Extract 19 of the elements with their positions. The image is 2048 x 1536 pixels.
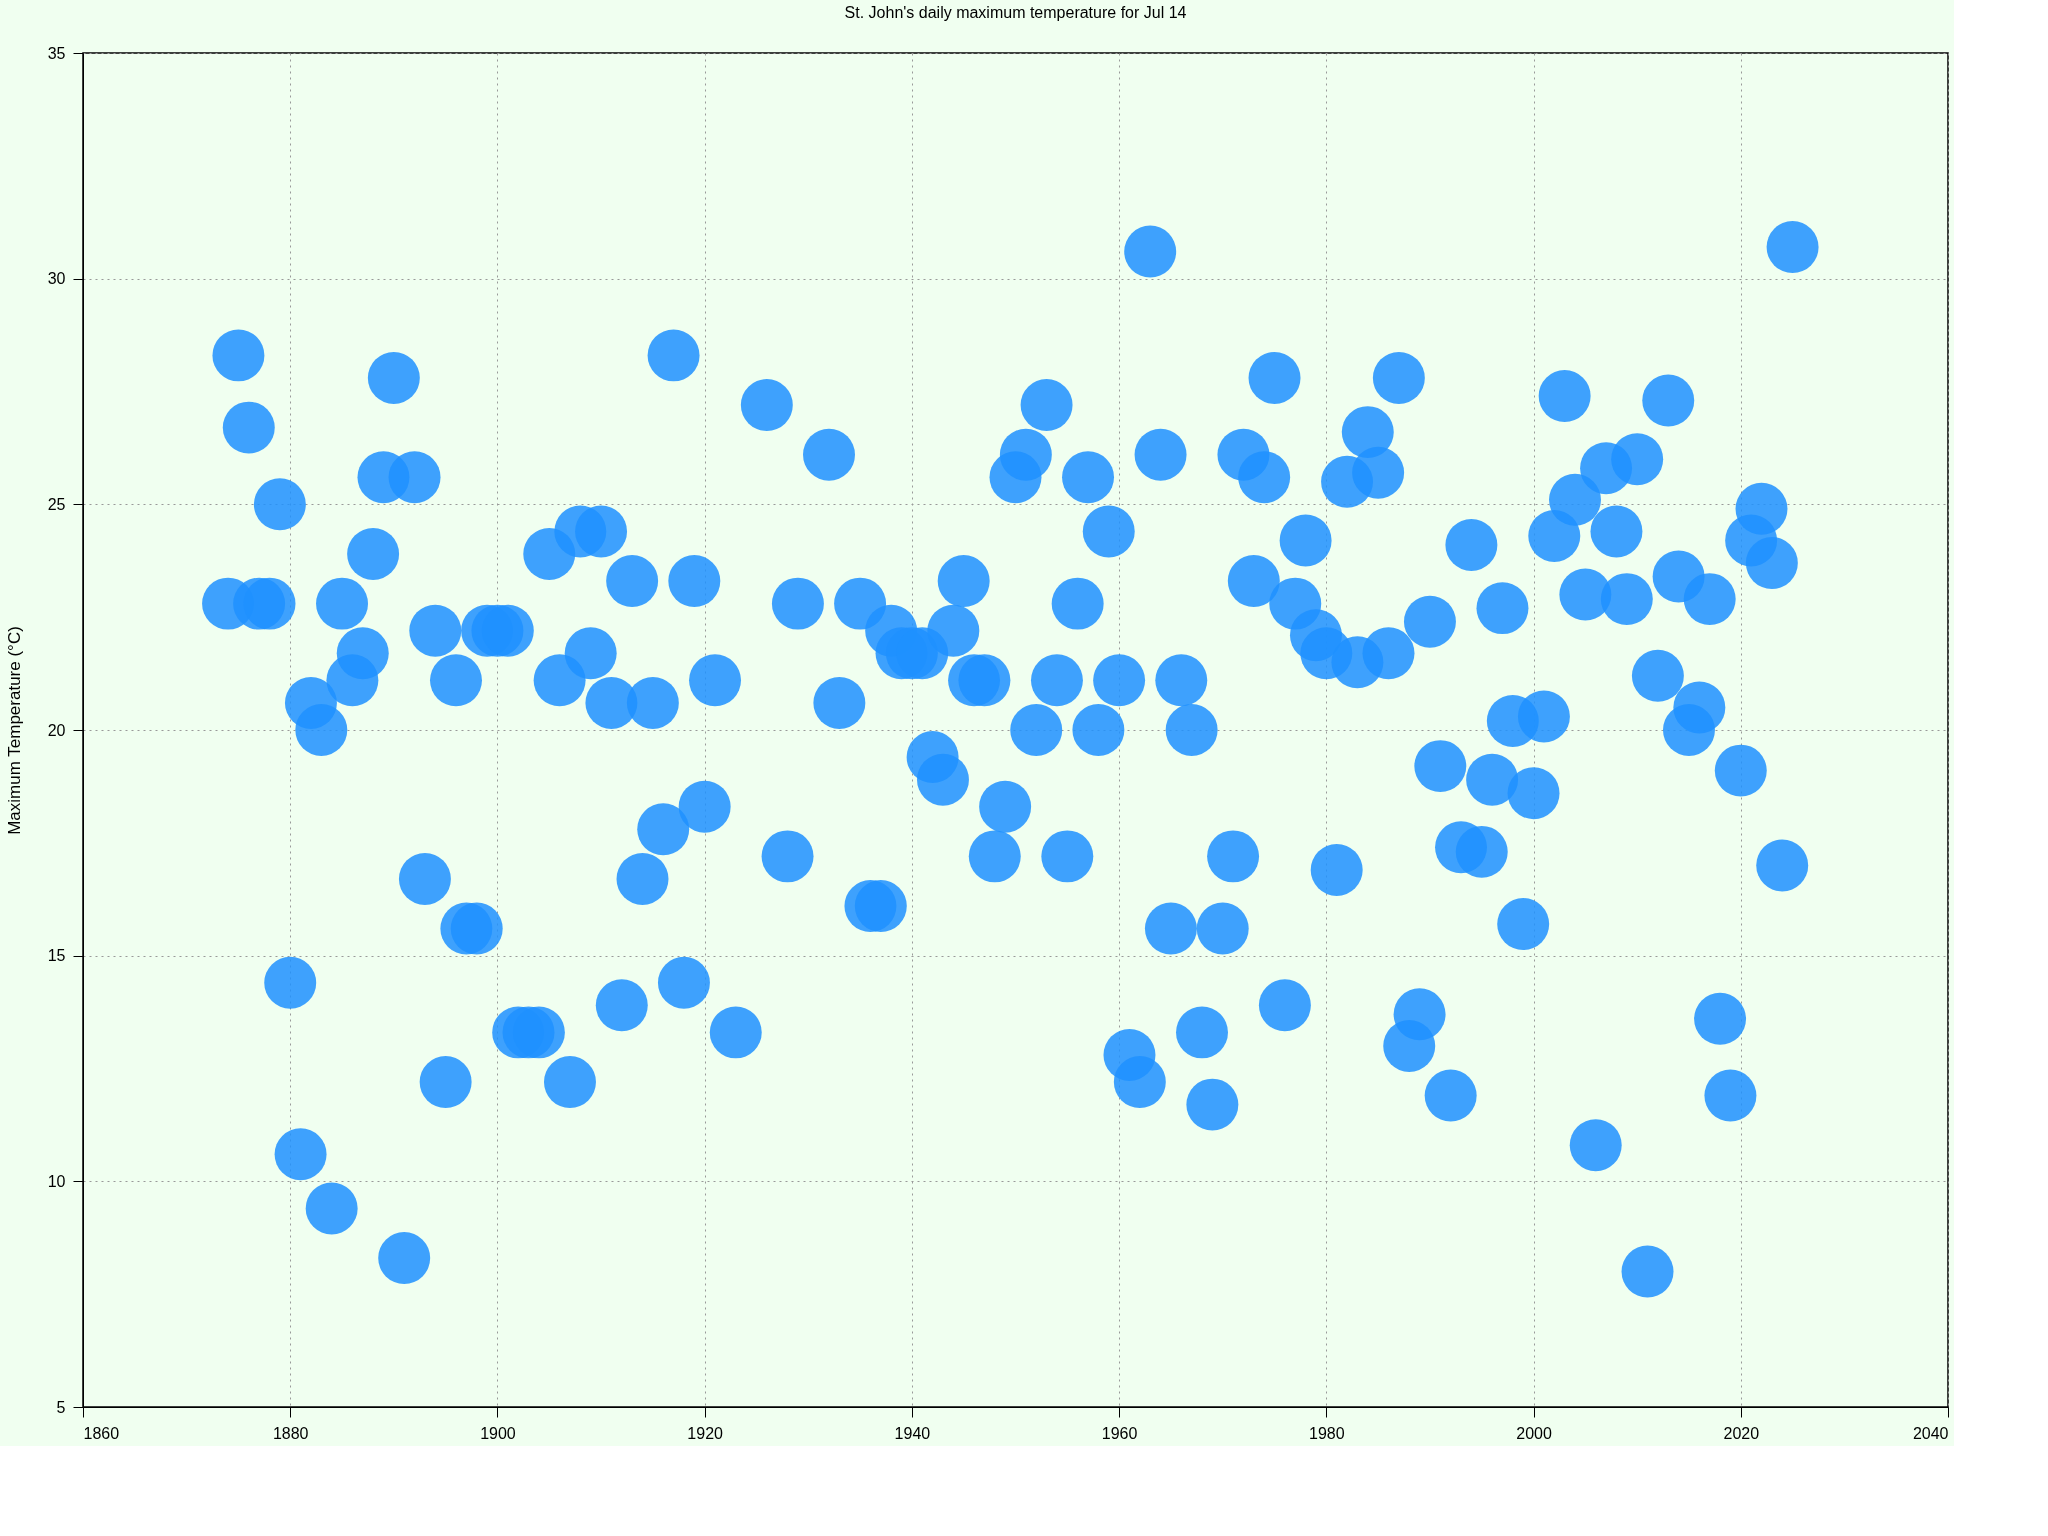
y-tick-label: 10	[47, 1172, 66, 1190]
x-tick-label: 1980	[1309, 1424, 1345, 1442]
x-tick-label: 1900	[480, 1424, 516, 1442]
x-tick-label: 2000	[1516, 1424, 1552, 1442]
y-tick-label: 5	[56, 1398, 66, 1416]
x-tick-label: 1940	[894, 1424, 931, 1442]
chart-title: St. John's daily maximum temperature for Jul 14	[844, 4, 1187, 21]
y-axis-title: Maximum Temperature (°C)	[4, 626, 24, 835]
y-tick-label: 35	[47, 44, 66, 62]
y-tick-label: 25	[47, 495, 66, 513]
x-tick-label: 1920	[687, 1424, 724, 1442]
x-tick-label: 1960	[1101, 1424, 1138, 1442]
y-tick-label: 15	[47, 947, 66, 965]
x-tick-label: 2020	[1723, 1424, 1760, 1442]
x-tick-label: 2040	[1912, 1424, 1949, 1442]
x-tick-label: 1860	[83, 1424, 120, 1442]
y-tick-label: 30	[47, 270, 66, 288]
x-tick-label: 1880	[272, 1424, 309, 1442]
y-tick-label: 20	[47, 721, 66, 739]
